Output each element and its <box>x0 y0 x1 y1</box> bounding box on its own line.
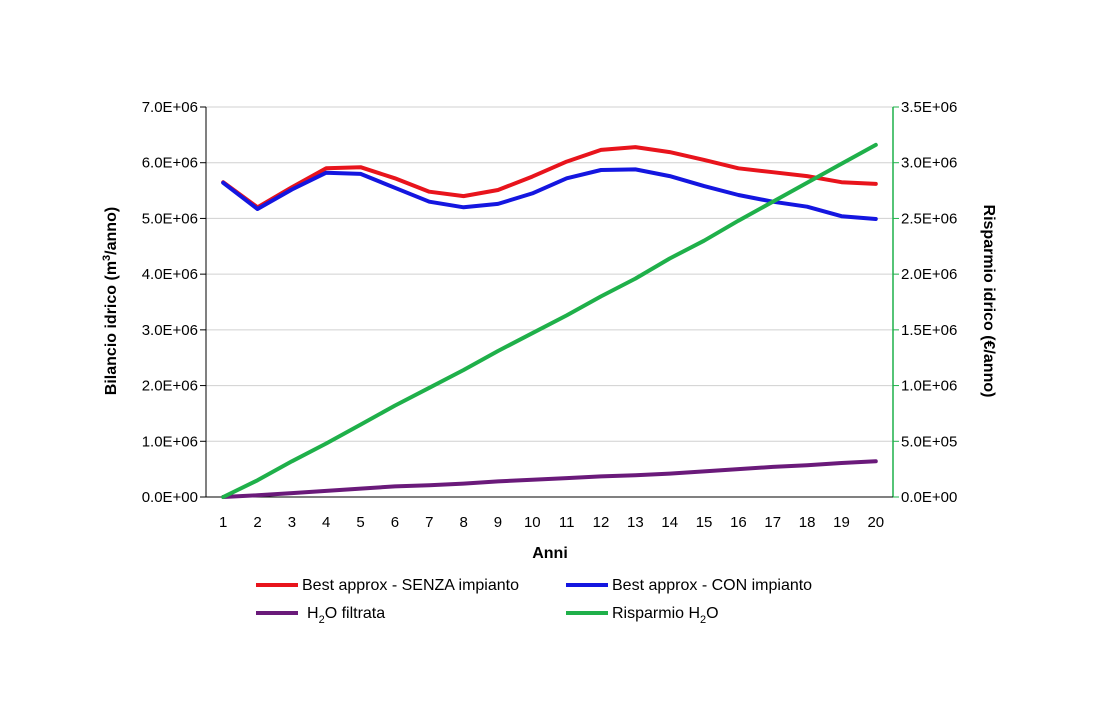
left-tick-label: 6.0E+06 <box>142 155 198 172</box>
series-line-2 <box>221 459 878 499</box>
series-line-0 <box>221 145 878 210</box>
x-tick-label: 2 <box>253 514 261 531</box>
legend-label-senza: Best approx - SENZA impianto <box>302 577 519 594</box>
x-tick-label: 11 <box>559 514 575 531</box>
x-tick-label: 12 <box>593 514 610 531</box>
left-tick-label: 5.0E+06 <box>142 210 198 227</box>
x-tick-label: 18 <box>799 514 816 531</box>
x-tick-label: 5 <box>356 514 364 531</box>
x-tick-label: 17 <box>764 514 781 531</box>
right-tick-label: 0.0E+00 <box>901 489 957 506</box>
legend-label-h2o-filtrata-sub: 2 <box>319 614 325 626</box>
right-tick-label: 5.0E+05 <box>901 433 957 450</box>
left-tick-label: 0.0E+00 <box>142 489 198 506</box>
x-tick-label: 16 <box>730 514 747 531</box>
right-tick-label: 3.5E+06 <box>901 99 957 116</box>
right-y-axis-title: Risparmio idrico (€/anno) <box>980 205 997 398</box>
left-tick-label: 7.0E+06 <box>142 99 198 116</box>
left-tick-label: 2.0E+06 <box>142 378 198 395</box>
x-tick-label: 3 <box>288 514 296 531</box>
left-y-axis-title-pre: Bilancio idrico (m <box>103 261 120 395</box>
series-lines <box>221 142 878 499</box>
x-tick-label: 20 <box>867 514 884 531</box>
legend-label-con: Best approx - CON impianto <box>612 577 812 594</box>
legend-label-risparmio-sub: 2 <box>700 614 706 626</box>
x-axis: 1 2 3 4 5 6 7 8 9 10 11 12 13 14 15 16 17 18 19 20 <box>206 496 893 531</box>
right-tick-label: 3.0E+06 <box>901 155 957 172</box>
x-axis-title: Anni <box>532 545 568 562</box>
gridlines <box>206 106 893 442</box>
left-y-axis-title-post: /anno) <box>103 207 120 255</box>
right-tick-label: 2.0E+06 <box>901 266 957 283</box>
legend-label-h2o-filtrata-pre: H <box>307 605 319 622</box>
x-tick-label: 4 <box>322 514 330 531</box>
x-tick-label: 19 <box>833 514 850 531</box>
right-tick-label: 1.0E+06 <box>901 378 957 395</box>
legend-label-risparmio-post: O <box>706 605 718 622</box>
x-tick-label: 9 <box>494 514 502 531</box>
x-tick-label: 13 <box>627 514 644 531</box>
left-tick-label: 4.0E+06 <box>142 266 198 283</box>
legend: Best approx - SENZA impianto Best approx… <box>256 577 812 626</box>
x-tick-label: 10 <box>524 514 541 531</box>
x-tick-label: 15 <box>696 514 713 531</box>
right-tick-label: 2.5E+06 <box>901 210 957 227</box>
x-tick-label: 8 <box>459 514 467 531</box>
series-line-3 <box>221 142 878 499</box>
left-tick-label: 3.0E+06 <box>142 322 198 339</box>
x-tick-label: 14 <box>661 514 678 531</box>
legend-item-con: Best approx - CON impianto <box>566 577 812 594</box>
legend-label-h2o-filtrata: H2O filtrata <box>307 605 385 626</box>
x-tick-label: 1 <box>219 514 227 531</box>
left-tick-label: 1.0E+06 <box>142 433 198 450</box>
right-y-axis: 0.0E+00 5.0E+05 1.0E+06 1.5E+06 2.0E+06 2.5E+… <box>892 99 957 506</box>
legend-item-risparmio: Risparmio H2O <box>566 605 719 626</box>
legend-item-h2o-filtrata: H2O filtrata <box>256 605 385 626</box>
legend-label-risparmio: Risparmio H2O <box>612 605 719 626</box>
legend-item-senza: Best approx - SENZA impianto <box>256 577 519 594</box>
left-y-axis: 0.0E+00 1.0E+06 2.0E+06 3.0E+06 4.0E+06 5.0E+… <box>142 99 207 506</box>
x-tick-label: 7 <box>425 514 433 531</box>
legend-label-risparmio-pre: Risparmio H <box>612 605 700 622</box>
x-tick-label: 6 <box>391 514 399 531</box>
left-y-axis-title: Bilancio idrico (m3/anno) <box>101 207 120 395</box>
legend-label-h2o-filtrata-post: O filtrata <box>325 605 386 622</box>
right-tick-label: 1.5E+06 <box>901 322 957 339</box>
left-y-axis-title-sup: 3 <box>101 255 113 261</box>
series-line-1 <box>221 167 878 221</box>
